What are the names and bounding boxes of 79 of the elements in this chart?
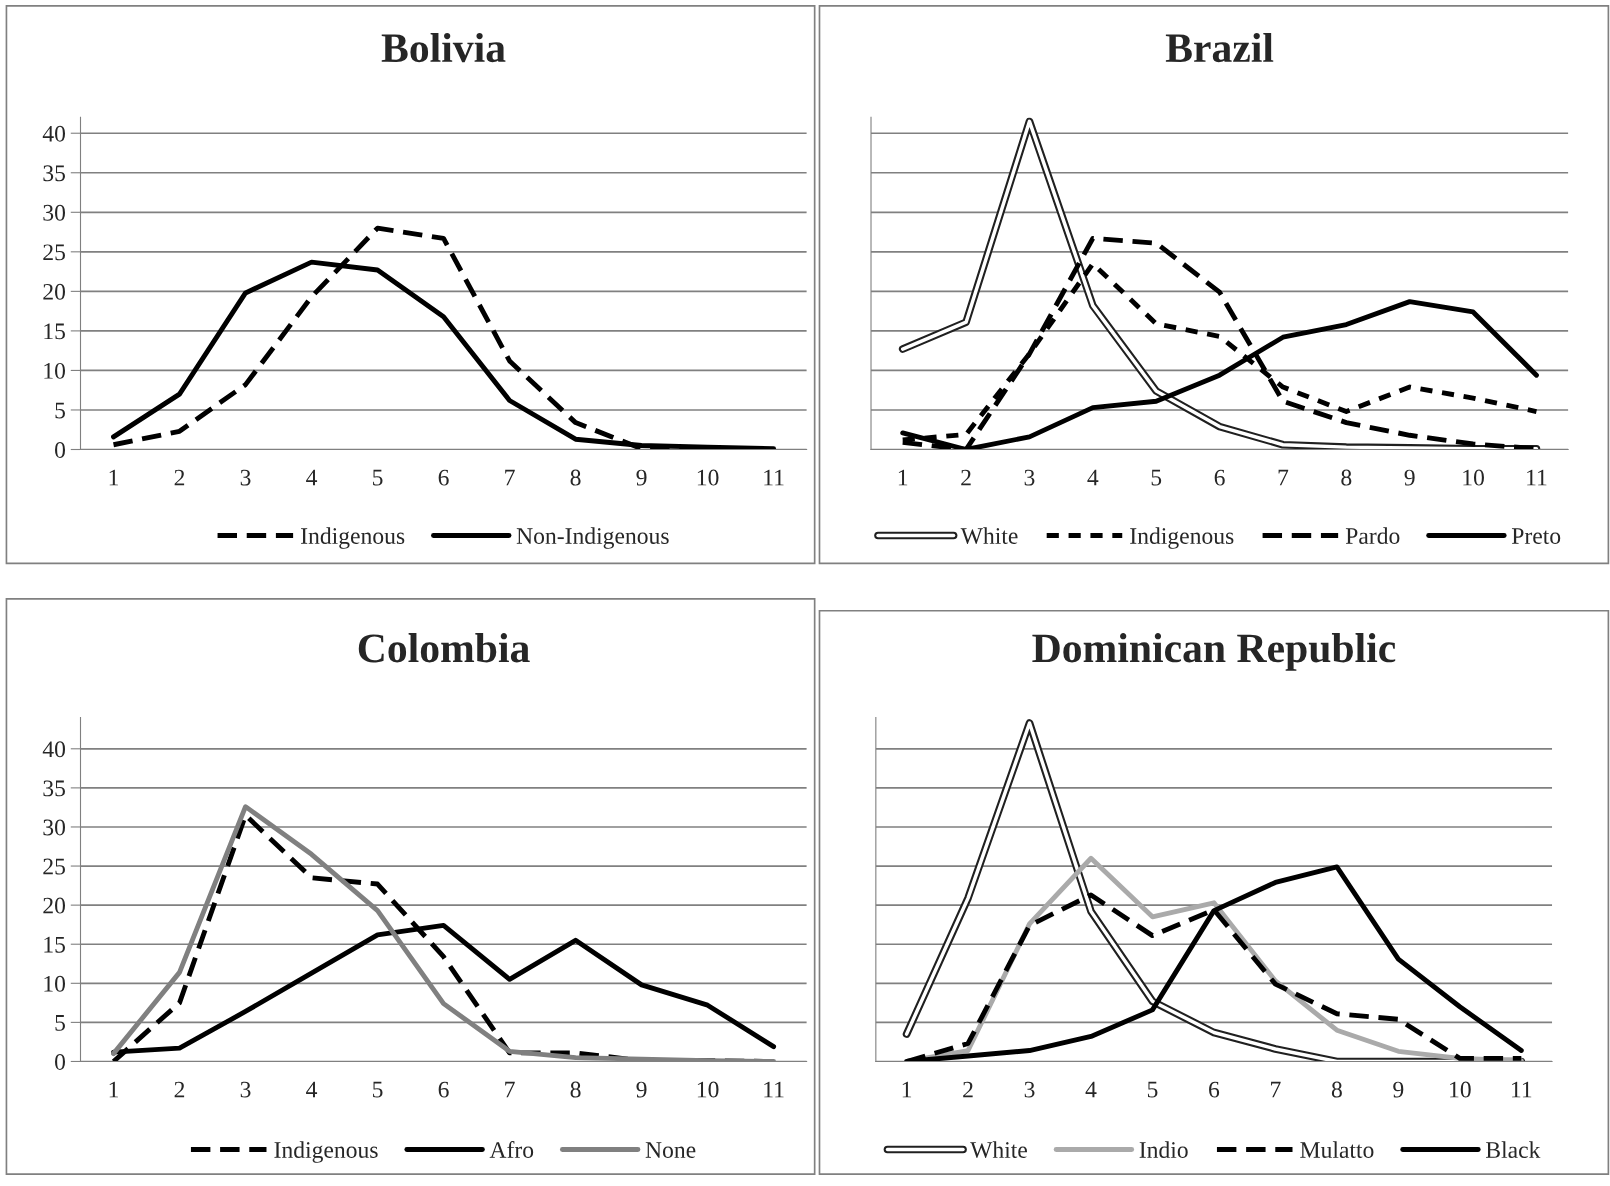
legend-label: Pardo — [1345, 527, 1400, 544]
y-tick-label: 30 — [43, 204, 66, 221]
y-tick-label: 20 — [43, 897, 66, 914]
x-tick-label: 3 — [1024, 1081, 1035, 1098]
x-tick-label: 10 — [1463, 469, 1484, 486]
x-tick-label: 5 — [1151, 469, 1162, 486]
chart-title: Brazil — [1165, 32, 1274, 63]
x-tick-label: 6 — [1209, 1081, 1220, 1098]
legend-label: Indigenous — [274, 1141, 378, 1163]
x-tick-label: 10 — [1450, 1081, 1471, 1098]
y-tick-label: 10 — [44, 975, 66, 992]
legend-label: Black — [1486, 1141, 1541, 1158]
x-tick-label: 5 — [373, 1081, 383, 1098]
x-tick-label: 11 — [1527, 469, 1547, 486]
x-tick-label: 11 — [764, 469, 784, 486]
x-tick-label: 3 — [240, 1081, 251, 1098]
x-tick-label: 1 — [902, 1081, 912, 1098]
x-tick-label: 7 — [505, 1081, 515, 1098]
legend-label: Mulatto — [1300, 1141, 1374, 1158]
legend-label: Non-Indigenous — [516, 527, 669, 549]
y-tick-label: 0 — [55, 441, 66, 458]
x-tick-label: 2 — [963, 1081, 973, 1098]
chart-title: Colombia — [358, 633, 530, 663]
x-tick-label: 10 — [697, 1081, 719, 1098]
y-tick-label: 20 — [43, 283, 66, 300]
x-tick-label: 7 — [505, 469, 515, 486]
x-tick-label: 9 — [1404, 469, 1415, 486]
legend-label: Afro — [489, 1141, 534, 1158]
x-tick-label: 4 — [306, 1081, 318, 1098]
x-tick-label: 11 — [1512, 1081, 1532, 1098]
x-tick-label: 7 — [1278, 469, 1289, 486]
x-tick-label: 8 — [570, 469, 581, 486]
legend-label: Indigenous — [301, 527, 405, 549]
y-tick-label: 10 — [44, 362, 66, 379]
chart-title: Dominican Republic — [1032, 633, 1396, 671]
legend-label: Preto — [1511, 528, 1561, 544]
x-tick-label: 6 — [438, 1081, 449, 1098]
x-tick-label: 5 — [1147, 1081, 1158, 1098]
x-tick-label: 4 — [1085, 1081, 1097, 1098]
y-tick-label: 40 — [42, 125, 66, 142]
x-tick-label: 8 — [1331, 1081, 1342, 1098]
x-tick-label: 8 — [570, 1081, 581, 1098]
x-tick-label: 6 — [438, 469, 449, 486]
legend-label: None — [645, 1142, 696, 1158]
y-tick-label: 25 — [43, 244, 65, 261]
x-tick-label: 3 — [1024, 469, 1035, 486]
legend-label: White — [960, 527, 1018, 545]
y-tick-label: 15 — [44, 936, 65, 953]
y-tick-label: 25 — [43, 858, 65, 875]
x-tick-label: 9 — [636, 1081, 647, 1098]
x-tick-label: 9 — [1393, 1081, 1404, 1098]
legend-label: Indigenous — [1130, 527, 1234, 549]
x-tick-label: 11 — [764, 1081, 784, 1098]
x-tick-label: 10 — [697, 469, 719, 486]
x-tick-label: 8 — [1341, 469, 1352, 486]
x-tick-label: 6 — [1214, 469, 1225, 486]
x-tick-label: 9 — [636, 469, 647, 486]
y-tick-label: 40 — [42, 741, 66, 758]
y-tick-label: 5 — [55, 1015, 65, 1031]
y-tick-label: 35 — [43, 165, 65, 182]
x-tick-label: 2 — [174, 1081, 185, 1098]
x-tick-label: 4 — [306, 469, 318, 486]
x-tick-label: 1 — [109, 1081, 118, 1098]
x-tick-label: 5 — [373, 469, 383, 486]
y-tick-label: 30 — [43, 819, 66, 836]
x-tick-label: 2 — [174, 469, 185, 486]
y-tick-label: 0 — [55, 1053, 66, 1070]
x-tick-label: 3 — [240, 469, 251, 486]
y-tick-label: 5 — [55, 402, 65, 419]
legend-label: White — [970, 1141, 1027, 1159]
x-tick-label: 1 — [109, 469, 118, 486]
y-tick-label: 15 — [44, 323, 65, 340]
x-tick-label: 4 — [1087, 469, 1099, 486]
x-tick-label: 1 — [898, 469, 908, 486]
x-tick-label: 7 — [1271, 1081, 1281, 1098]
x-tick-label: 2 — [961, 469, 971, 486]
legend-label: Indio — [1139, 1141, 1188, 1158]
y-tick-label: 35 — [43, 780, 65, 797]
chart-title: Bolivia — [381, 32, 506, 63]
